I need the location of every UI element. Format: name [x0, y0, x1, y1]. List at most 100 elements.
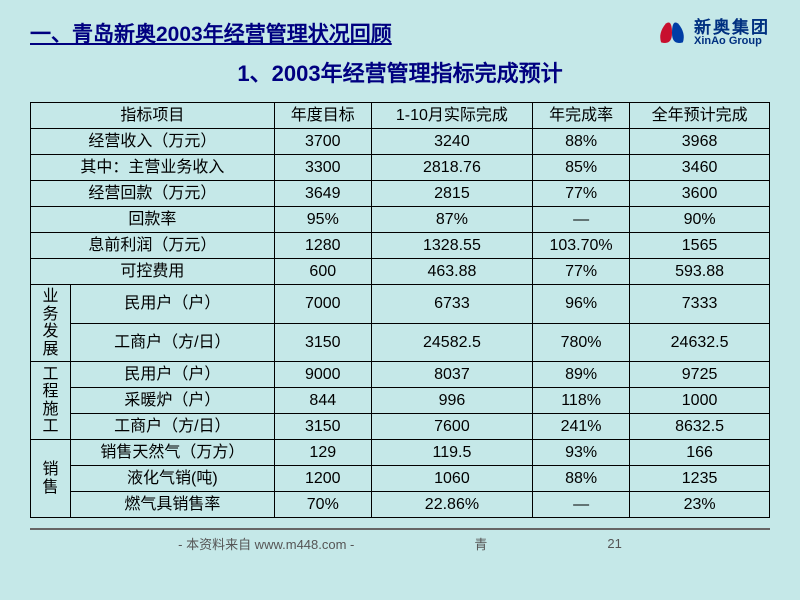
cell: 89%: [532, 362, 629, 388]
cell: 9000: [274, 362, 371, 388]
cell: 3700: [274, 129, 371, 155]
cell: 1200: [274, 466, 371, 492]
cell: 采暖炉（户）: [71, 388, 275, 414]
cell: 93%: [532, 440, 629, 466]
table-row: 工商户（方/日）315024582.5780%24632.5: [31, 323, 770, 362]
cell: 22.86%: [371, 492, 532, 518]
category-cell: 业务发展: [31, 285, 71, 362]
category-cell: 销售: [31, 440, 71, 518]
table-row: 销售销售天然气（万方）129119.593%166: [31, 440, 770, 466]
cell: 24632.5: [630, 323, 770, 362]
cell: 77%: [532, 181, 629, 207]
cell: 3150: [274, 323, 371, 362]
cell: 1235: [630, 466, 770, 492]
cell: 民用户（户）: [71, 285, 275, 324]
cell: 85%: [532, 155, 629, 181]
cell: 民用户（户）: [71, 362, 275, 388]
col-header: 指标项目: [31, 103, 275, 129]
cell: 241%: [532, 414, 629, 440]
cell: —: [532, 492, 629, 518]
cell: 166: [630, 440, 770, 466]
cell: 96%: [532, 285, 629, 324]
cell: 1280: [274, 233, 371, 259]
cell: 90%: [630, 207, 770, 233]
cell: 88%: [532, 129, 629, 155]
table-row: 工程施工民用户（户）9000803789%9725: [31, 362, 770, 388]
cell: 8632.5: [630, 414, 770, 440]
cell: 6733: [371, 285, 532, 324]
table-row: 回款率95%87%—90%: [31, 207, 770, 233]
cell: 3300: [274, 155, 371, 181]
table-row: 液化气销(吨)1200106088%1235: [31, 466, 770, 492]
cell: 129: [274, 440, 371, 466]
cell: 7000: [274, 285, 371, 324]
cell: 103.70%: [532, 233, 629, 259]
logo-en: XinAo Group: [694, 36, 770, 47]
cell: 3649: [274, 181, 371, 207]
header-row: 一、青岛新奥2003年经营管理状况回顾 新奥集团 XinAo Group: [30, 18, 770, 48]
cell: 液化气销(吨): [71, 466, 275, 492]
footer-mid: 青: [474, 534, 487, 553]
subtitle: 1、2003年经营管理指标完成预计: [30, 56, 770, 88]
cell: 844: [274, 388, 371, 414]
table-row: 可控费用600463.8877%593.88: [31, 259, 770, 285]
cell: 77%: [532, 259, 629, 285]
cell: 1000: [630, 388, 770, 414]
logo-text: 新奥集团 XinAo Group: [694, 19, 770, 47]
cell: 回款率: [31, 207, 275, 233]
cell: 70%: [274, 492, 371, 518]
cell: 9725: [630, 362, 770, 388]
cell: 3460: [630, 155, 770, 181]
logo-cn: 新奥集团: [694, 19, 770, 36]
xinao-logo-icon: [656, 19, 688, 47]
cell: 可控费用: [31, 259, 275, 285]
table-row: 采暖炉（户）844996118%1000: [31, 388, 770, 414]
col-header: 1-10月实际完成: [371, 103, 532, 129]
footer-source: - 本资料来自 www.m448.com -: [178, 534, 354, 553]
cell: 经营回款（万元）: [31, 181, 275, 207]
cell: 燃气具销售率: [71, 492, 275, 518]
cell: 3240: [371, 129, 532, 155]
table-row: 经营收入（万元）3700324088%3968: [31, 129, 770, 155]
cell: 经营收入（万元）: [31, 129, 275, 155]
cell: 95%: [274, 207, 371, 233]
cell: 3600: [630, 181, 770, 207]
cell: 2818.76: [371, 155, 532, 181]
cell: 463.88: [371, 259, 532, 285]
cell: 996: [371, 388, 532, 414]
category-cell: 工程施工: [31, 362, 71, 440]
page-number: 21: [607, 536, 621, 551]
page-title: 一、青岛新奥2003年经营管理状况回顾: [30, 18, 392, 48]
cell: 其中：主营业务收入: [31, 155, 275, 181]
cell: 3150: [274, 414, 371, 440]
footer-divider: [30, 528, 770, 530]
cell: 87%: [371, 207, 532, 233]
cell: 工商户（方/日）: [71, 414, 275, 440]
cell: —: [532, 207, 629, 233]
cell: 88%: [532, 466, 629, 492]
cell: 2815: [371, 181, 532, 207]
cell: 24582.5: [371, 323, 532, 362]
data-table: 指标项目年度目标1-10月实际完成年完成率全年预计完成 经营收入（万元）3700…: [30, 102, 770, 518]
cell: 息前利润（万元）: [31, 233, 275, 259]
footer: - 本资料来自 www.m448.com - 青 21: [30, 534, 770, 553]
cell: 600: [274, 259, 371, 285]
table-row: 其中：主营业务收入33002818.7685%3460: [31, 155, 770, 181]
cell: 7600: [371, 414, 532, 440]
table-row: 经营回款（万元）3649281577%3600: [31, 181, 770, 207]
col-header: 年度目标: [274, 103, 371, 129]
table-row: 息前利润（万元）12801328.55103.70%1565: [31, 233, 770, 259]
logo: 新奥集团 XinAo Group: [656, 19, 770, 47]
cell: 3968: [630, 129, 770, 155]
cell: 780%: [532, 323, 629, 362]
col-header: 全年预计完成: [630, 103, 770, 129]
cell: 7333: [630, 285, 770, 324]
cell: 1565: [630, 233, 770, 259]
col-header: 年完成率: [532, 103, 629, 129]
table-row: 业务发展民用户（户）7000673396%7333: [31, 285, 770, 324]
cell: 8037: [371, 362, 532, 388]
cell: 1060: [371, 466, 532, 492]
table-row: 工商户（方/日）31507600241%8632.5: [31, 414, 770, 440]
table-row: 燃气具销售率70%22.86%—23%: [31, 492, 770, 518]
cell: 119.5: [371, 440, 532, 466]
